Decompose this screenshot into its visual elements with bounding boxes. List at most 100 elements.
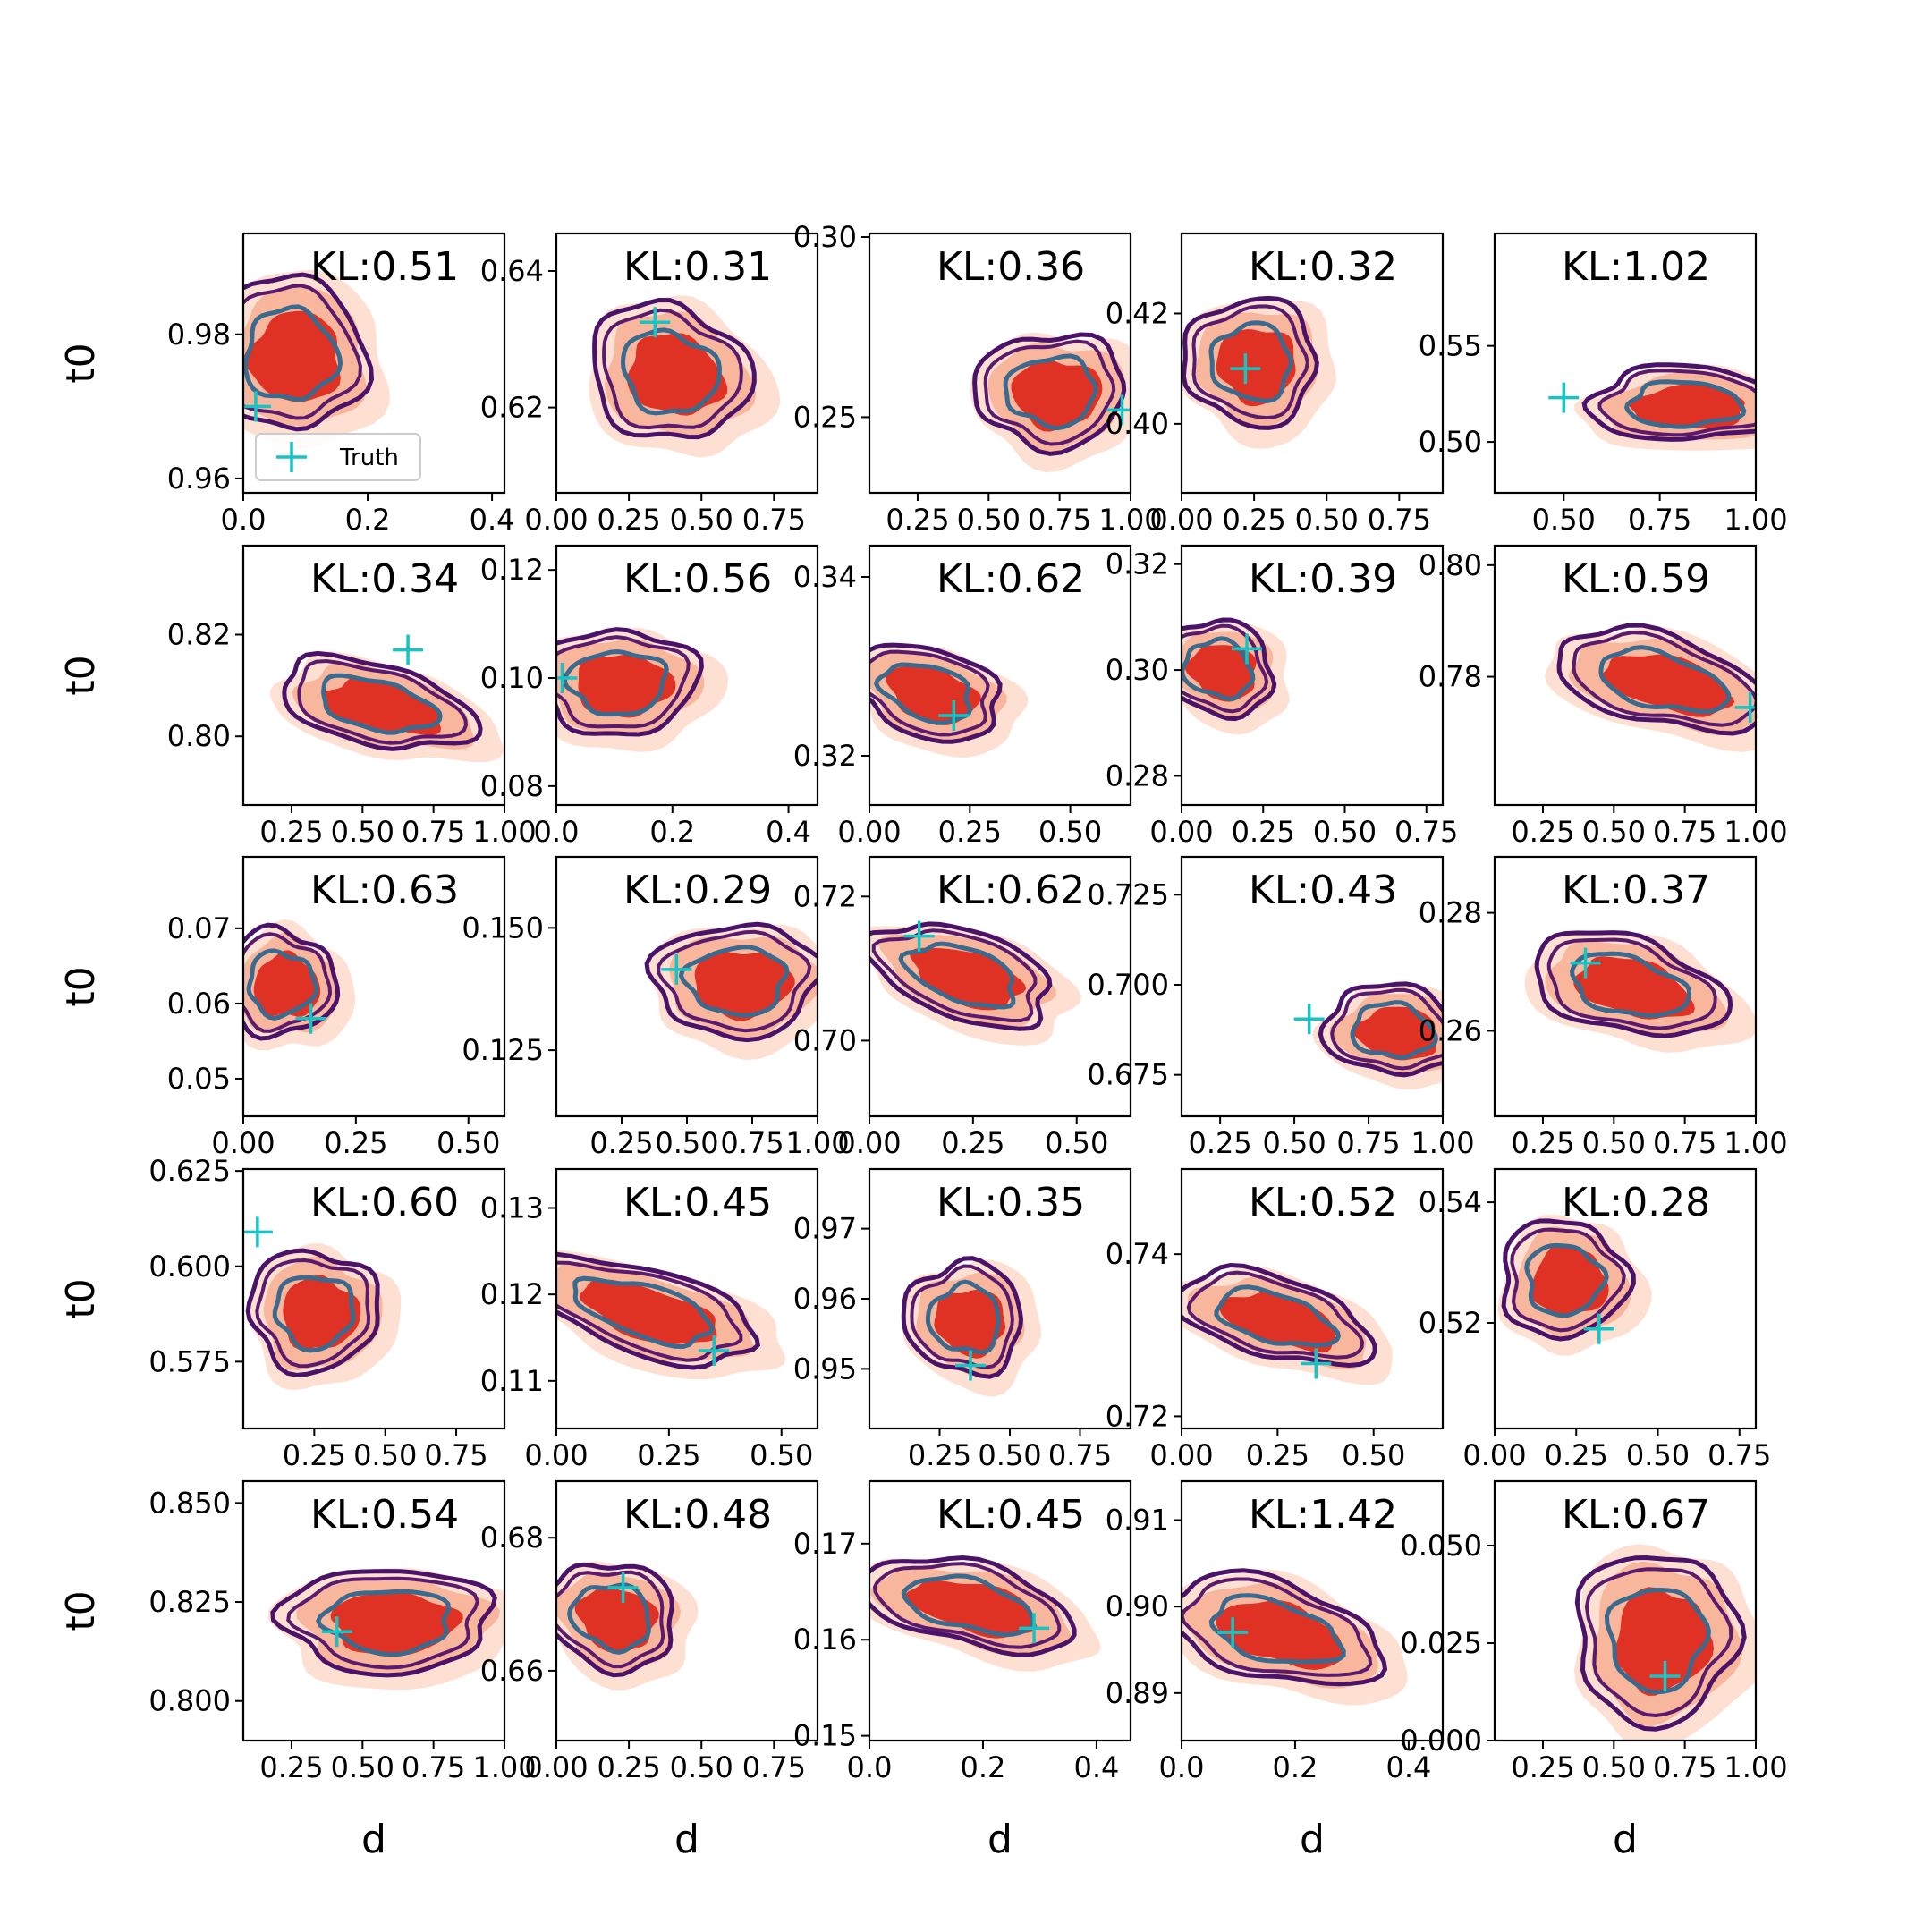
density-fill-inner <box>1530 1244 1609 1318</box>
truth-marker <box>1734 691 1756 723</box>
contour-line-mid <box>1546 937 1717 1030</box>
x-tick-label: 1.00 <box>472 815 536 849</box>
contour-line-outer <box>972 332 1127 456</box>
truth-marker <box>1301 1348 1332 1379</box>
contour-line-outer <box>245 1248 380 1377</box>
y-tick-label: 0.05 <box>167 1062 231 1096</box>
kl-annotation: KL:0.36 <box>936 244 1085 290</box>
truth-marker <box>1293 1004 1325 1035</box>
panel-8: 0.00 0.25 0.50 0.32 0.34 KL:0.62 <box>793 544 1132 849</box>
x-tick-label: 1.00 <box>472 1750 536 1784</box>
kl-annotation: KL:0.62 <box>936 868 1085 913</box>
kl-annotation: KL:0.60 <box>310 1180 459 1225</box>
panel-9: 0.00 0.25 0.50 0.75 0.28 0.30 0.32 KL:0.39 <box>1106 544 1458 849</box>
density-fill-inner <box>909 947 1027 1011</box>
x-axis-label: d <box>1300 1817 1325 1862</box>
plot-area <box>270 634 504 762</box>
axes-frame <box>1180 1167 1445 1430</box>
x-tick-label: 0.4 <box>1073 1750 1119 1784</box>
plot-area <box>1182 1568 1408 1706</box>
kl-annotation: KL:0.31 <box>623 244 772 290</box>
x-tick-label: 0.50 <box>1626 1438 1690 1472</box>
contour-line-inner <box>572 1275 715 1350</box>
x-tick-label: 0.00 <box>524 1750 588 1784</box>
x-tick-label: 0.25 <box>597 1750 660 1784</box>
contour-line-inner <box>567 1582 651 1655</box>
contour-line-inner <box>1598 645 1732 715</box>
x-tick-label: 0.75 <box>1028 503 1091 537</box>
contour-line-inner <box>1214 1284 1342 1348</box>
contour-line-inner <box>874 662 972 725</box>
contour-line-mid <box>1330 987 1443 1071</box>
x-tick-label: 0.25 <box>1511 815 1574 849</box>
panel-6: 0.25 0.50 0.75 1.00 0.80 0.82 KL:0.34 t0 <box>58 544 537 849</box>
x-tick-label: 0.25 <box>941 1126 1004 1160</box>
contour-line-inner <box>1208 1593 1346 1665</box>
contour-line-inner <box>1604 1587 1712 1695</box>
kl-annotation: KL:0.54 <box>310 1492 459 1538</box>
legend: Truth <box>255 433 421 481</box>
y-tick-label: 0.34 <box>793 560 857 594</box>
y-tick-label: 0.96 <box>793 1282 857 1316</box>
y-tick-label: 0.30 <box>793 220 857 254</box>
y-tick-label: 0.80 <box>167 719 231 753</box>
axes-frame <box>1180 544 1445 807</box>
truth-marker <box>955 1350 987 1381</box>
panel-11: 0.00 0.25 0.50 0.05 0.06 0.07 KL:0.63 t0 <box>58 855 506 1160</box>
y-axis-label: t0 <box>58 966 104 1006</box>
x-tick-label: 0.50 <box>750 1438 813 1472</box>
x-tick-label: 0.00 <box>524 1438 588 1472</box>
truth-marker <box>243 391 271 422</box>
plot-area <box>1524 930 1756 1053</box>
x-tick-label: 0.75 <box>1368 503 1431 537</box>
x-tick-label: 0.75 <box>1653 815 1716 849</box>
x-tick-label: 0.25 <box>259 1750 323 1784</box>
density-fill-inner <box>1185 645 1257 702</box>
truth-marker <box>1583 1313 1614 1344</box>
y-tick-label: 0.74 <box>1106 1237 1169 1271</box>
x-tick-label: 0.0 <box>1159 1750 1205 1784</box>
plot-area <box>1182 1262 1393 1385</box>
x-tick-label: 0.25 <box>637 1438 700 1472</box>
contour-line-inner <box>1524 1242 1609 1318</box>
y-axis-label: t0 <box>58 655 104 695</box>
kl-annotation: KL:0.32 <box>1249 244 1397 290</box>
x-tick-label: 0.50 <box>1582 1750 1646 1784</box>
kl-annotation: KL:0.43 <box>1249 868 1397 913</box>
contour-line-outer <box>869 1555 1077 1657</box>
y-tick-label: 0.42 <box>1106 296 1169 330</box>
truth-marker <box>321 1616 352 1648</box>
plot-area <box>1497 1214 1652 1356</box>
x-axis-label: d <box>1613 1817 1638 1862</box>
x-tick-label: 0.25 <box>1511 1750 1574 1784</box>
y-tick-label: 0.06 <box>167 987 231 1021</box>
density-fill-inner <box>934 1289 1006 1359</box>
contour-line-outer <box>1318 981 1443 1078</box>
density-fill-inner <box>244 310 341 402</box>
legend-label: Truth <box>339 445 399 471</box>
x-tick-label: 0.75 <box>1628 503 1691 537</box>
axes-frame <box>1493 1167 1758 1430</box>
truth-marker <box>393 634 424 665</box>
panel-10: 0.25 0.50 0.75 1.00 0.78 0.80 KL:0.59 <box>1419 544 1788 849</box>
panel-24: 0.0 0.2 0.4 0.89 0.90 0.91 KL:1.42 d <box>1106 1479 1445 1862</box>
contour-line-outer <box>869 642 1003 744</box>
x-axis-label: d <box>361 1817 386 1862</box>
contour-line-inner <box>272 1275 356 1353</box>
x-tick-label: 0.50 <box>331 815 394 849</box>
contour-line-outer <box>243 922 341 1041</box>
x-tick-label: 0.00 <box>837 815 901 849</box>
density-fill-inner <box>1629 383 1745 428</box>
x-tick-label: 0.75 <box>720 1126 784 1160</box>
x-tick-label: 0.50 <box>1582 1126 1646 1160</box>
axes-frame <box>868 232 1132 495</box>
plot-area <box>556 627 729 752</box>
y-axis-label: t0 <box>58 1278 104 1318</box>
contour-line-outer <box>1182 295 1319 430</box>
plot-area <box>243 1216 402 1391</box>
x-tick-label: 0.75 <box>402 1750 465 1784</box>
plot-area <box>556 1250 786 1380</box>
truth-marker <box>1217 1617 1249 1648</box>
contour-line-mid <box>871 928 1038 1022</box>
